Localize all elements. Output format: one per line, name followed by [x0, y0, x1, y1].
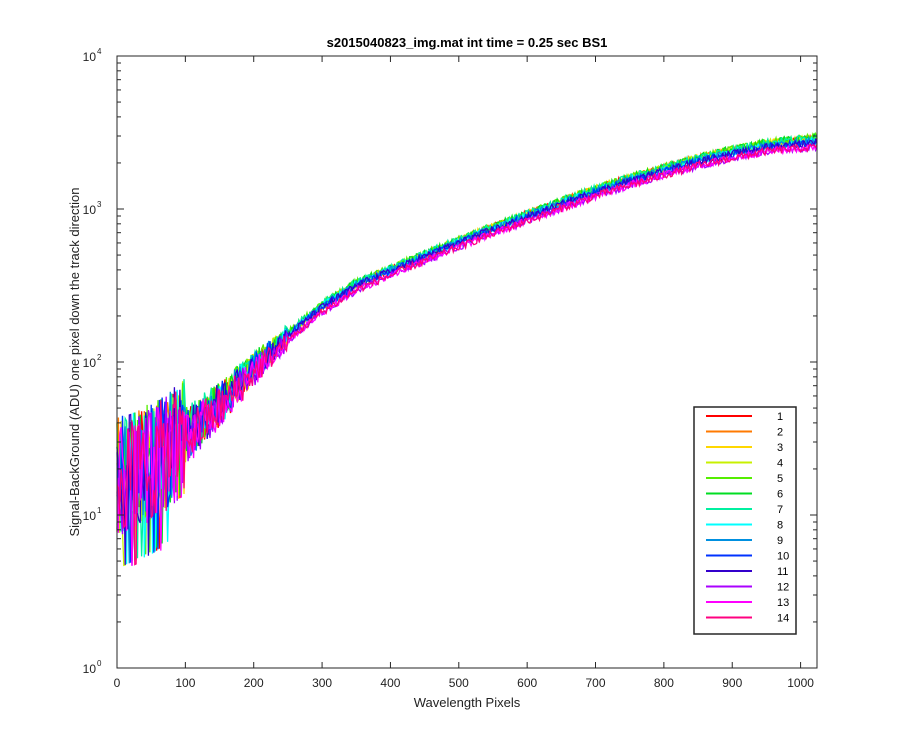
- legend-label-11: 11: [777, 566, 788, 578]
- series-line-14: [116, 143, 818, 566]
- x-axis-ticks: 0 100 200 300 400 500 600 700 800 900 1000: [114, 56, 814, 690]
- x-tick-label: 100: [175, 676, 195, 690]
- legend-box: [693, 406, 797, 635]
- legend-label-9: 9: [777, 535, 783, 547]
- y-tick-exponent: 0: [97, 659, 102, 668]
- y-tick-exponent: 3: [97, 200, 102, 209]
- legend-label-2: 2: [777, 427, 783, 439]
- legend-label-8: 8: [777, 520, 783, 532]
- x-tick-label: 200: [244, 676, 264, 690]
- legend-label-3: 3: [777, 442, 783, 454]
- legend-label-7: 7: [777, 504, 783, 516]
- y-tick-exponent: 1: [97, 506, 102, 515]
- y-tick-label: 10: [83, 356, 97, 370]
- series-layer: [116, 131, 818, 567]
- x-tick-label: 300: [312, 676, 332, 690]
- x-tick-label: 0: [114, 676, 121, 690]
- legend-label-10: 10: [777, 551, 789, 563]
- legend-label-1: 1: [777, 411, 783, 423]
- x-tick-label: 1000: [787, 676, 814, 690]
- x-tick-label: 400: [380, 676, 400, 690]
- x-tick-label: 800: [654, 676, 674, 690]
- y-tick-exponent: 2: [97, 353, 102, 362]
- x-tick-label: 700: [586, 676, 606, 690]
- legend-label-5: 5: [777, 473, 783, 485]
- y-tick-label: 10: [83, 662, 97, 676]
- chart-title: s2015040823_img.mat int time = 0.25 sec …: [327, 35, 608, 50]
- legend-label-13: 13: [777, 597, 789, 609]
- y-tick-label: 10: [83, 50, 97, 64]
- y-tick-exponent: 4: [97, 47, 102, 56]
- legend-label-6: 6: [777, 489, 783, 501]
- legend-label-12: 12: [777, 582, 789, 594]
- x-tick-label: 900: [722, 676, 742, 690]
- x-axis-label: Wavelength Pixels: [414, 695, 521, 710]
- legend-label-14: 14: [777, 613, 789, 625]
- legend-label-4: 4: [777, 458, 783, 470]
- y-axis-label: Signal-BackGround (ADU) one pixel down t…: [67, 187, 82, 536]
- y-tick-label: 10: [83, 203, 97, 217]
- x-tick-label: 500: [449, 676, 469, 690]
- x-tick-label: 600: [517, 676, 537, 690]
- y-tick-label: 10: [83, 509, 97, 523]
